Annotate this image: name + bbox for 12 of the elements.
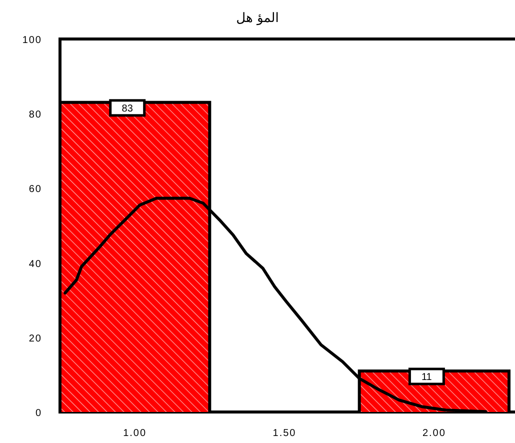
y-tick-label: 20 xyxy=(28,333,42,344)
data-label: 83 xyxy=(122,103,134,114)
y-tick-label: 60 xyxy=(28,184,42,196)
x-tick-label: 1.50 xyxy=(272,428,296,439)
y-tick-label: 100 xyxy=(22,35,42,46)
y-tick-label: 0 xyxy=(35,408,42,419)
data-label: 11 xyxy=(422,372,432,383)
x-tick-label: 2.00 xyxy=(422,428,446,439)
chart-title: المؤ هل xyxy=(236,11,279,26)
x-tick-label: 1.00 xyxy=(123,428,147,439)
y-tick-label: 40 xyxy=(28,258,42,270)
y-tick-label: 80 xyxy=(28,110,42,121)
